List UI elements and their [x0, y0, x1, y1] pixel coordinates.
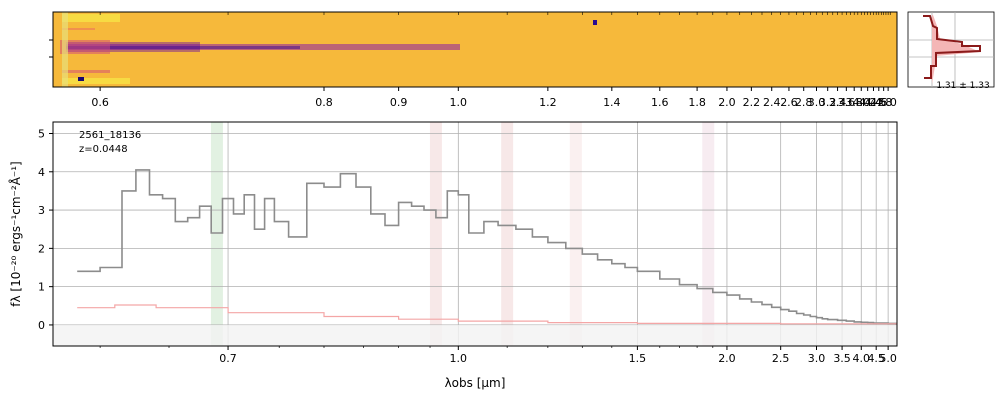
x-axis: 0.7 1.0 1.5 2.0 2.5 3.0 3.5 4.04.55.0: [99, 346, 897, 365]
main-plot: 0.7 1.0 1.5 2.0 2.5 3.0 3.5 4.04.55.0 0 1 2 3 4 5 25…: [8, 121, 898, 390]
spectrum-2d-frame: [52, 11, 898, 88]
x-tick-label-4: 2.5: [772, 352, 790, 365]
top-tick-label-1: 0.8: [315, 96, 333, 109]
object-id: 2561_18136: [79, 130, 141, 141]
x-axis-label: λobs [μm]: [445, 376, 506, 390]
emission-band-2: [501, 122, 514, 346]
top-tick-label-18: 4.0: [853, 96, 871, 109]
emission-bands: [210, 122, 715, 346]
top-tick-label-11: 2.6: [780, 96, 798, 109]
top-tick-label-5: 1.4: [603, 96, 621, 109]
x-tick-label-7: 4.0: [853, 352, 871, 365]
y-tick-label-5: 5: [38, 127, 45, 140]
x-tick-label-5: 3.0: [808, 352, 826, 365]
top-tick-label-6: 1.6: [651, 96, 669, 109]
trace-row: [62, 28, 95, 30]
emission-band-4: [702, 122, 715, 346]
top-tick-label-9: 2.2: [743, 96, 761, 109]
hot-pixel: [78, 77, 84, 81]
edge-column: [62, 12, 68, 87]
series-error: [77, 304, 897, 325]
hot-pixel: [593, 20, 597, 25]
y-tick-label-4: 4: [38, 166, 45, 179]
top-tick-label-3: 1.0: [450, 96, 468, 109]
emission-band-0: [210, 122, 223, 346]
series-layer: [77, 169, 897, 325]
top-tick-label-23: 5.0: [879, 96, 897, 109]
y-axis-label: fλ [10⁻²⁰ ergs⁻¹cm⁻²Å⁻¹]: [8, 161, 23, 306]
spectrum-2d-texture: [60, 12, 597, 87]
top-tick-label-22: 4.8: [875, 96, 893, 109]
top-tick-label-13: 3.0: [808, 96, 826, 109]
top-tick-label-17: 3.8: [845, 96, 863, 109]
top-tick-label-16: 3.6: [838, 96, 856, 109]
trace-row: [62, 78, 130, 84]
trace-row: [62, 70, 110, 73]
y-tick-label-3: 3: [38, 204, 45, 217]
profile-line: [923, 15, 981, 79]
profile-panel: 1.31 ± 1.33: [907, 11, 995, 91]
x-tick-label-1: 1.0: [450, 352, 468, 365]
y-tick-label-1: 1: [38, 281, 45, 294]
x-tick-label-2: 1.5: [629, 352, 647, 365]
profile-frame: [907, 11, 995, 88]
top-axis-ticks: 0.6 0.8 0.9 1.0 1.2 1.4 1.6 1.8 2.0 2.2 2.4 2.62.83…: [49, 12, 897, 109]
top-tick-label-20: 4.4: [865, 96, 883, 109]
emission-band-1: [429, 122, 442, 346]
top-tick-label-21: 4.6: [870, 96, 888, 109]
top-tick-label-15: 3.4: [829, 96, 847, 109]
emission-band-3: [569, 122, 582, 346]
plot-background: [53, 122, 897, 346]
profile-fill: [932, 15, 980, 84]
trace-row: [62, 14, 120, 22]
top-tick-label-2: 0.9: [390, 96, 408, 109]
y-axis: 0 1 2 3 4 5: [38, 127, 53, 332]
x-tick-label-9: 5.0: [879, 352, 897, 365]
trace-row: [60, 40, 110, 54]
top-tick-label-10: 2.4: [763, 96, 781, 109]
y-tick-label-2: 2: [38, 242, 45, 255]
x-tick-label-0: 0.7: [219, 352, 237, 365]
top-tick-label-0: 0.6: [91, 96, 109, 109]
spectrum-2d-panel: 0.6 0.8 0.9 1.0 1.2 1.4 1.6 1.8 2.0 2.2 2.4 2.62.83…: [49, 11, 898, 109]
trace-row: [66, 46, 300, 49]
top-tick-label-7: 1.8: [688, 96, 706, 109]
profile-label: 1.31 ± 1.33: [936, 81, 989, 91]
top-tick-label-12: 2.8: [795, 96, 813, 109]
top-tick-label-8: 2.0: [718, 96, 736, 109]
x-tick-label-6: 3.5: [833, 352, 851, 365]
plot-frame: [52, 121, 898, 347]
series-flux: [77, 169, 897, 325]
zero-band: [53, 325, 897, 346]
top-tick-label-19: 4.2: [859, 96, 877, 109]
redshift-label: z=0.0448: [79, 144, 128, 155]
top-tick-label-14: 3.2: [819, 96, 837, 109]
y-tick-label-0: 0: [38, 319, 45, 332]
top-tick-label-4: 1.2: [539, 96, 557, 109]
x-tick-label-3: 2.0: [718, 352, 736, 365]
x-tick-label-8: 4.5: [867, 352, 885, 365]
